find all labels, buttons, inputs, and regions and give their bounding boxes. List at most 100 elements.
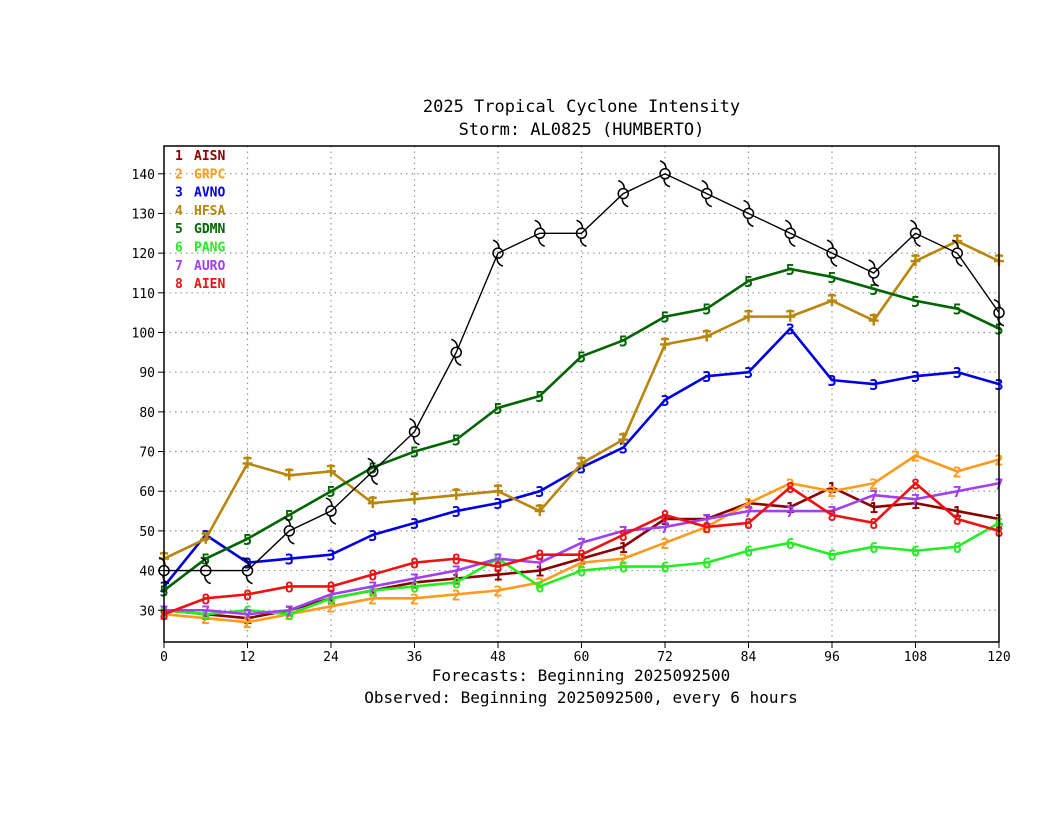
data-point [576, 456, 587, 469]
data-point: 3 [660, 392, 669, 410]
data-point: 8 [452, 551, 461, 569]
data-point: 3 [827, 372, 836, 390]
data-point: 1 [911, 495, 920, 513]
data-point: 1 [243, 610, 252, 628]
data-point: 2 [410, 590, 419, 608]
series-line-gdmn [163, 267, 1000, 592]
hurricane-arm-bottom [705, 198, 713, 208]
observed-point [408, 417, 421, 446]
legend-label: AIEN [194, 277, 225, 292]
data-point: 5 [869, 281, 878, 299]
hurricane-symbol-icon [617, 187, 629, 200]
data-point: 6 [201, 606, 210, 624]
observed-point [742, 199, 755, 228]
data-point [868, 313, 879, 326]
data-point: 5 [619, 332, 628, 350]
data-point: 3 [368, 527, 377, 545]
data-point: 6 [953, 539, 962, 557]
x-tick-label: 48 [490, 650, 506, 665]
x-tick-label: 108 [904, 650, 927, 665]
hurricane-symbol-icon [408, 425, 421, 438]
data-point: 2 [577, 555, 586, 573]
x-tick-label: 72 [657, 650, 673, 665]
data-point: 8 [911, 475, 920, 493]
data-point: 5 [201, 551, 210, 569]
data-point: 6 [702, 555, 711, 573]
legend-item-pang: 6 PANG [175, 241, 225, 256]
hurricane-symbol-icon [826, 247, 838, 259]
observed-line [164, 173, 1000, 572]
x-tick-label: 120 [987, 650, 1010, 665]
data-point: 5 [577, 348, 586, 366]
data-point: 2 [493, 582, 502, 600]
data-point: 5 [702, 301, 711, 319]
series-line-aien [163, 481, 1000, 616]
y-tick-label: 120 [132, 247, 155, 262]
data-point: 8 [786, 479, 795, 497]
hurricane-arm-bottom [412, 436, 420, 446]
data-point [618, 432, 629, 445]
data-point: 8 [744, 515, 753, 533]
data-point: 1 [786, 499, 795, 517]
y-tick-label: 30 [139, 604, 155, 619]
data-point [409, 491, 420, 505]
data-point: 3 [702, 368, 711, 386]
observed-point [200, 556, 212, 585]
data-point: 1 [619, 539, 628, 557]
legend-label: GDMN [194, 222, 225, 237]
hurricane-arm-bottom [830, 258, 838, 267]
observed-point [534, 219, 546, 248]
hurricane-arm-top [659, 160, 667, 169]
hurricane-arm-top [576, 219, 584, 229]
observed-point [283, 517, 295, 545]
data-point: 1 [493, 567, 502, 585]
data-point: 1 [869, 499, 878, 517]
data-point: 2 [535, 574, 544, 592]
data-point: 7 [285, 602, 294, 620]
data-point: 6 [410, 578, 419, 596]
data-point: 2 [744, 495, 753, 513]
observed-point [241, 556, 254, 585]
data-point: 5 [410, 444, 419, 462]
x-tick-label: 60 [574, 650, 590, 665]
data-point: 1 [535, 563, 544, 581]
data-point: 3 [535, 483, 544, 501]
hurricane-arm-bottom [287, 535, 295, 545]
hurricane-arm-bottom [955, 258, 963, 267]
data-point [701, 329, 712, 342]
hurricane-arm-top [617, 179, 625, 189]
data-point [743, 309, 754, 322]
hurricane-arm-top [283, 517, 291, 526]
data-point: 2 [953, 463, 962, 481]
observed-point [826, 239, 838, 267]
data-point: 2 [619, 551, 628, 569]
data-point: 5 [786, 261, 795, 279]
hurricane-arm-top [701, 179, 709, 189]
hurricane-arm-top [367, 457, 375, 467]
series-line-auro [164, 482, 1000, 616]
y-tick-label: 110 [132, 287, 155, 302]
data-point [200, 531, 211, 544]
hurricane-arm-top [492, 239, 500, 249]
legend-label: HFSA [194, 204, 225, 219]
data-point: 2 [660, 535, 669, 553]
hurricane-symbol-icon [868, 267, 880, 279]
data-point: 7 [869, 487, 878, 505]
data-point: 8 [577, 547, 586, 565]
data-point [367, 495, 378, 509]
data-point [534, 503, 545, 517]
hurricane-arm-top [826, 239, 834, 249]
hurricane-arm-bottom [872, 277, 880, 287]
hurricane-symbol-icon [951, 247, 963, 259]
data-point: 1 [577, 551, 586, 569]
observed-point [367, 457, 379, 486]
data-point: 6 [619, 559, 628, 577]
hurricane-arm-top [910, 219, 918, 229]
data-point: 7 [577, 535, 586, 553]
y-tick-label: 80 [139, 406, 155, 421]
data-point: 5 [660, 309, 669, 327]
data-point [785, 309, 796, 322]
data-point: 5 [452, 432, 461, 450]
hurricane-arm-top [409, 417, 417, 427]
hurricane-symbol-icon [200, 564, 212, 577]
